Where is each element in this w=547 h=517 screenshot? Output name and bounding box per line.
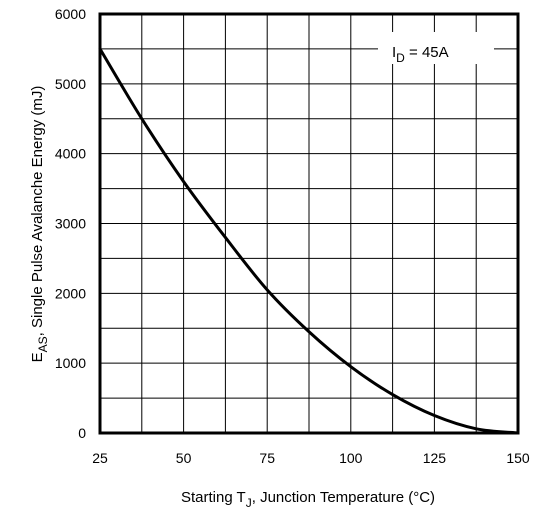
x-axis-title-sub: J <box>246 496 252 510</box>
x-tick-labels: 25 50 75 100 125 150 <box>92 450 530 466</box>
y-tick-label: 0 <box>78 425 86 441</box>
y-tick-label: 5000 <box>55 76 86 92</box>
x-tick-label: 50 <box>176 450 192 466</box>
y-axis-title: EAS, Single Pulse Avalanche Energy (mJ) <box>29 86 50 363</box>
plot-frame <box>98 12 520 435</box>
y-tick-label: 3000 <box>55 216 86 232</box>
y-tick-label: 4000 <box>55 146 86 162</box>
y-tick-labels: 0 1000 2000 3000 4000 5000 6000 <box>55 6 86 441</box>
y-axis-title-rest: , Single Pulse Avalanche Energy (mJ) <box>29 86 46 337</box>
x-tick-label: 125 <box>423 450 447 466</box>
plot-border <box>98 12 520 435</box>
y-tick-label: 6000 <box>55 6 86 22</box>
y-axis-title-sub: AS <box>36 336 50 352</box>
x-axis-title: Starting TJ, Junction Temperature (°C) <box>181 489 435 510</box>
legend-main: I <box>392 44 396 61</box>
y-tick-label: 2000 <box>55 285 86 301</box>
legend-rest: = 45A <box>405 44 449 61</box>
legend-label: ID = 45A <box>392 44 449 65</box>
x-tick-label: 150 <box>506 450 530 466</box>
curve-layer <box>98 47 520 435</box>
x-tick-label: 25 <box>92 450 108 466</box>
y-axis-title-main: E <box>29 352 46 362</box>
legend-sub: D <box>396 51 405 65</box>
x-axis-title-main: Starting T <box>181 489 246 506</box>
series-line-0 <box>98 47 520 435</box>
x-tick-label: 75 <box>259 450 275 466</box>
grid <box>100 14 518 433</box>
x-tick-label: 100 <box>339 450 363 466</box>
legend-annotation: ID = 45A <box>378 32 494 65</box>
y-tick-label: 1000 <box>55 355 86 371</box>
legend-background <box>378 32 494 64</box>
x-axis-title-rest: , Junction Temperature (°C) <box>252 489 435 506</box>
